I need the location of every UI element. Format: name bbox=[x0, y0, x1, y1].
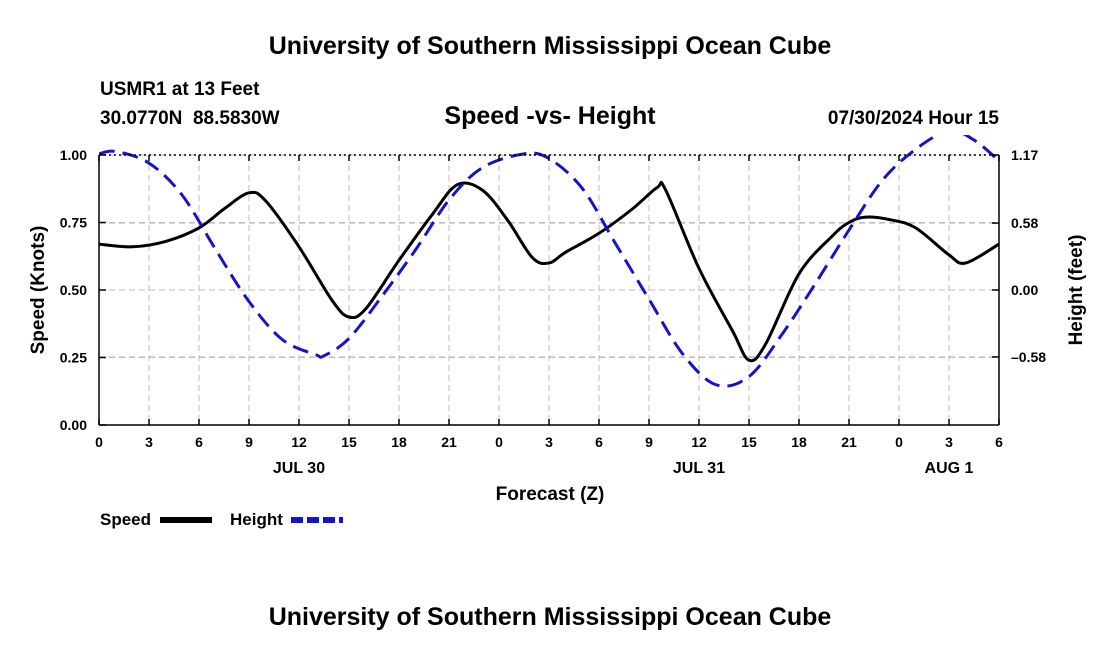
datetime-label: 07/30/2024 Hour 15 bbox=[828, 108, 1000, 129]
y-tick-label-2: 0.50 bbox=[60, 282, 87, 298]
footer-title: University of Southern Mississippi Ocean… bbox=[269, 603, 832, 631]
x-tick-label-16: 0 bbox=[895, 434, 903, 450]
x-tick-label-7: 21 bbox=[441, 434, 457, 450]
tick-labels: 0 3 6 9 12 15 18 21 0 3 6 9 12 15 18 21 0 3 6 0.00 0.25 0.50 0… bbox=[60, 147, 1046, 477]
x-tick-label-3: 9 bbox=[245, 434, 253, 450]
y2-tick-label-1: 0.58 bbox=[1011, 215, 1038, 231]
series-line-height bbox=[99, 135, 999, 388]
station-label: USMR1 at 13 Feet bbox=[100, 79, 260, 100]
legend-speed-label: Speed bbox=[100, 510, 151, 529]
x-tick-label-14: 18 bbox=[791, 434, 807, 450]
date-label-0: JUL 30 bbox=[273, 460, 325, 477]
x-tick-label-17: 3 bbox=[945, 434, 953, 450]
y2-tick-label-2: 0.00 bbox=[1011, 282, 1038, 298]
x-tick-label-5: 15 bbox=[341, 434, 357, 450]
x-tick-label-10: 6 bbox=[595, 434, 603, 450]
series-layer bbox=[99, 135, 999, 388]
y2-axis-label: Height (feet) bbox=[1066, 235, 1087, 346]
axes bbox=[98, 154, 1000, 426]
x-tick-label-18: 6 bbox=[995, 434, 1003, 450]
x-tick-label-8: 0 bbox=[495, 434, 503, 450]
y-axis-label: Speed (Knots) bbox=[28, 226, 49, 355]
x-tick-label-9: 3 bbox=[545, 434, 553, 450]
x-tick-label-2: 6 bbox=[195, 434, 203, 450]
x-tick-label-15: 21 bbox=[841, 434, 857, 450]
coordinates-label: 30.0770N 88.5830W bbox=[100, 108, 280, 129]
y-tick-label-3: 0.75 bbox=[60, 215, 87, 231]
y-tick-label-1: 0.25 bbox=[60, 350, 87, 366]
chart-title: Speed -vs- Height bbox=[444, 102, 656, 130]
series-line-speed bbox=[99, 180, 999, 363]
y2-tick-label-3: –0.58 bbox=[1011, 349, 1046, 365]
x-tick-label-1: 3 bbox=[145, 434, 153, 450]
y-tick-label-4: 1.00 bbox=[60, 147, 87, 163]
y-tick-label-0: 0.00 bbox=[60, 417, 87, 433]
x-tick-label-0: 0 bbox=[95, 434, 103, 450]
x-tick-label-4: 12 bbox=[291, 434, 307, 450]
date-label-2: AUG 1 bbox=[925, 460, 974, 477]
x-tick-label-13: 15 bbox=[741, 434, 757, 450]
main-title: University of Southern Mississippi Ocean… bbox=[269, 32, 832, 60]
x-tick-label-6: 18 bbox=[391, 434, 407, 450]
date-label-1: JUL 31 bbox=[673, 460, 725, 477]
x-axis-label: Forecast (Z) bbox=[496, 484, 605, 505]
y2-tick-label-0: 1.17 bbox=[1011, 147, 1038, 163]
x-tick-label-12: 12 bbox=[691, 434, 707, 450]
grid bbox=[99, 154, 999, 425]
x-tick-label-11: 9 bbox=[645, 434, 653, 450]
legend-height-label: Height bbox=[230, 510, 283, 529]
legend: Speed Height bbox=[100, 510, 343, 529]
